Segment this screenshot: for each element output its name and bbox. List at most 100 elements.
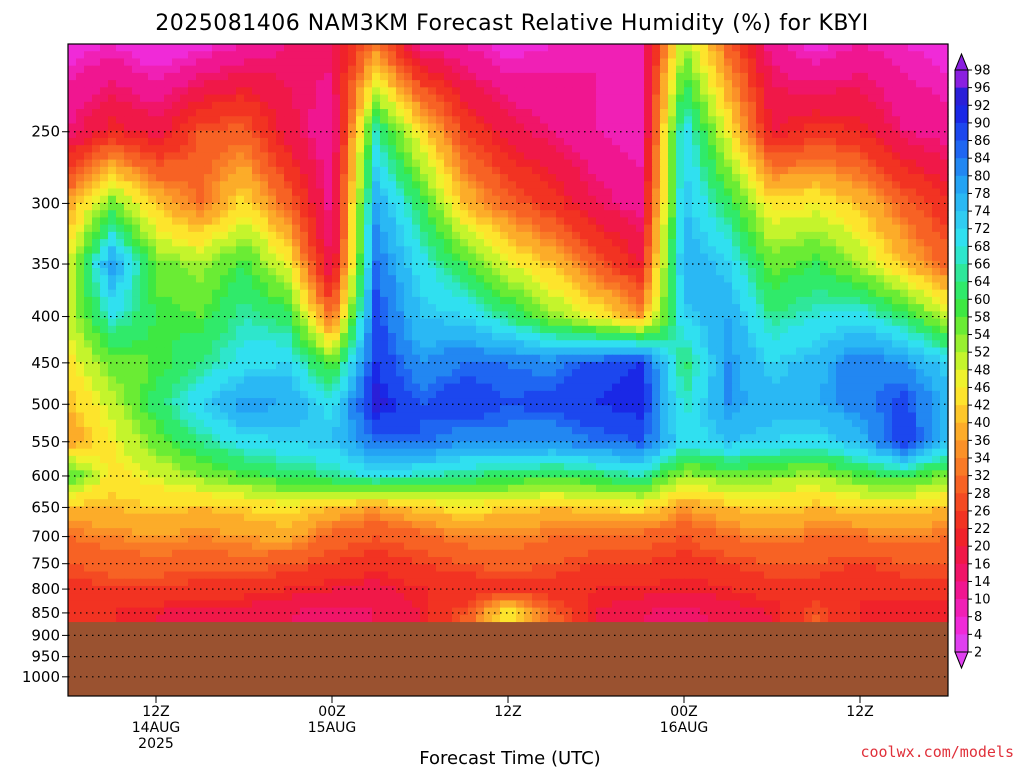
heatmap-cell [652,354,661,363]
heatmap-cell [228,181,237,190]
heatmap-cell [300,340,309,349]
heatmap-cell [860,181,869,190]
heatmap-cell [436,188,445,197]
heatmap-cell [860,231,869,240]
heatmap-cell [532,340,541,349]
heatmap-cell [820,282,829,291]
heatmap-cell [396,224,405,233]
heatmap-cell [892,318,901,327]
heatmap-cell [436,231,445,240]
heatmap-cell [860,51,869,60]
heatmap-cell [332,231,341,240]
heatmap-cell [700,94,709,103]
heatmap-cell [212,361,221,370]
heatmap-cell [364,253,373,262]
heatmap-cell [884,296,893,305]
heatmap-cell [588,361,597,370]
heatmap-cell [244,325,253,334]
heatmap-cell [836,231,845,240]
heatmap-cell [420,174,429,182]
heatmap-cell [332,145,341,153]
heatmap-cell [812,116,821,125]
heatmap-cell [828,210,837,219]
heatmap-cell [612,239,621,247]
heatmap-cell [308,188,317,197]
heatmap-cell [900,166,909,175]
heatmap-cell [116,123,125,132]
heatmap-cell [548,217,557,226]
heatmap-cell [876,275,885,284]
heatmap-cell [244,87,253,96]
heatmap-cell [932,260,941,269]
heatmap-cell [628,311,637,320]
heatmap-cell [444,137,453,146]
heatmap-cell [788,239,797,247]
heatmap-cell [900,333,909,341]
heatmap-cell [76,210,85,219]
heatmap-cell [668,181,677,190]
heatmap-cell [556,239,565,247]
heatmap-cell [492,159,501,168]
heatmap-cell [852,361,861,370]
heatmap-cell [140,174,149,182]
heatmap-cell [148,51,157,60]
heatmap-cell [796,325,805,334]
heatmap-cell [508,311,517,320]
heatmap-cell [460,318,469,327]
heatmap-cell [700,217,709,226]
heatmap-cell [284,174,293,182]
heatmap-cell [572,260,581,269]
heatmap-cell [524,123,533,132]
heatmap-cell [356,159,365,168]
heatmap-cell [492,210,501,219]
heatmap-cell [116,94,125,103]
heatmap-cell [676,166,685,175]
heatmap-cell [572,87,581,96]
heatmap-cell [468,130,477,139]
heatmap-cell [812,282,821,291]
heatmap-cell [116,340,125,349]
heatmap-cell [452,181,461,190]
heatmap-cell [92,231,101,240]
heatmap-cell [596,304,605,312]
heatmap-cell [876,260,885,269]
heatmap-cell [108,116,117,125]
heatmap-cell [564,354,573,363]
heatmap-cell [828,137,837,146]
heatmap-cell [668,123,677,132]
heatmap-cell [532,260,541,269]
heatmap-cell [84,231,93,240]
heatmap-cell [828,275,837,284]
heatmap-cell [588,217,597,226]
heatmap-cell [252,202,261,211]
heatmap-cell [580,145,589,153]
heatmap-cell [436,195,445,204]
heatmap-cell [332,268,341,276]
heatmap-cell [84,44,93,52]
heatmap-cell [444,123,453,132]
heatmap-cell [460,354,469,363]
heatmap-cell [692,152,701,161]
heatmap-cell [396,210,405,219]
heatmap-cell [836,58,845,67]
heatmap-cell [468,282,477,291]
heatmap-cell [812,231,821,240]
heatmap-cell [100,80,109,88]
heatmap-cell [340,253,349,262]
heatmap-cell [852,166,861,175]
heatmap-cell [556,311,565,320]
heatmap-cell [516,304,525,312]
heatmap-cell [188,246,197,255]
heatmap-cell [388,231,397,240]
heatmap-cell [548,152,557,161]
heatmap-cell [124,210,133,219]
heatmap-cell [836,210,845,219]
heatmap-cell [860,217,869,226]
heatmap-cell [204,159,213,168]
heatmap-cell [444,275,453,284]
heatmap-cell [796,44,805,52]
heatmap-cell [924,231,933,240]
heatmap-cell [924,174,933,182]
heatmap-cell [836,195,845,204]
heatmap-cell [628,116,637,125]
